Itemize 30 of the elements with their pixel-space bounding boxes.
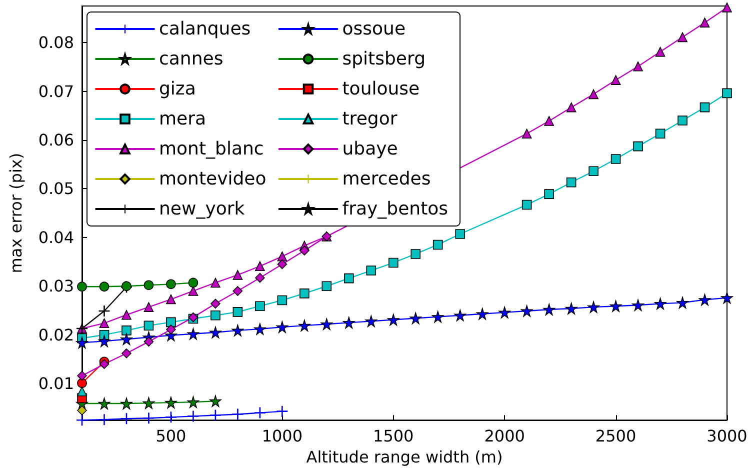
legend-label: giza xyxy=(159,78,196,100)
legend-label: spitsberg xyxy=(342,48,426,70)
y-tick-label: 0.02 xyxy=(38,325,74,344)
y-tick-label: 0.08 xyxy=(38,33,74,52)
x-tick-label: 500 xyxy=(156,426,186,446)
x-tick-label: 2000 xyxy=(484,426,525,446)
y-axis-title: max error (pix) xyxy=(6,152,26,274)
legend-label: fray_bentos xyxy=(342,198,448,220)
x-axis-title: Altitude range width (m) xyxy=(306,448,503,466)
legend-label: cannes xyxy=(159,48,224,70)
x-tick-label: 1500 xyxy=(373,426,414,446)
y-tick-label: 0.05 xyxy=(38,179,74,198)
y-tick-label: 0.04 xyxy=(38,228,74,247)
y-tick-label: 0.01 xyxy=(38,374,74,394)
legend-label: ubaye xyxy=(342,138,398,160)
y-tick-label: 0.06 xyxy=(38,130,74,150)
legend-label: mercedes xyxy=(342,168,431,190)
legend-label: new_york xyxy=(159,198,246,220)
x-tick-label: 3000 xyxy=(706,426,748,446)
legend-label: toulouse xyxy=(342,78,420,100)
legend-label: mont_blanc xyxy=(159,138,264,160)
y-tick-label: 0.07 xyxy=(38,82,74,101)
legend-label: mera xyxy=(159,108,206,130)
x-tick-label: 2500 xyxy=(595,426,636,446)
x-tick-label: 1000 xyxy=(262,426,303,446)
y-tick-label: 0.03 xyxy=(38,276,74,296)
legend-label: montevideo xyxy=(159,168,266,190)
legend-label: tregor xyxy=(342,108,398,130)
legend-label: calanques xyxy=(159,18,251,40)
legend-label: ossoue xyxy=(342,18,406,40)
